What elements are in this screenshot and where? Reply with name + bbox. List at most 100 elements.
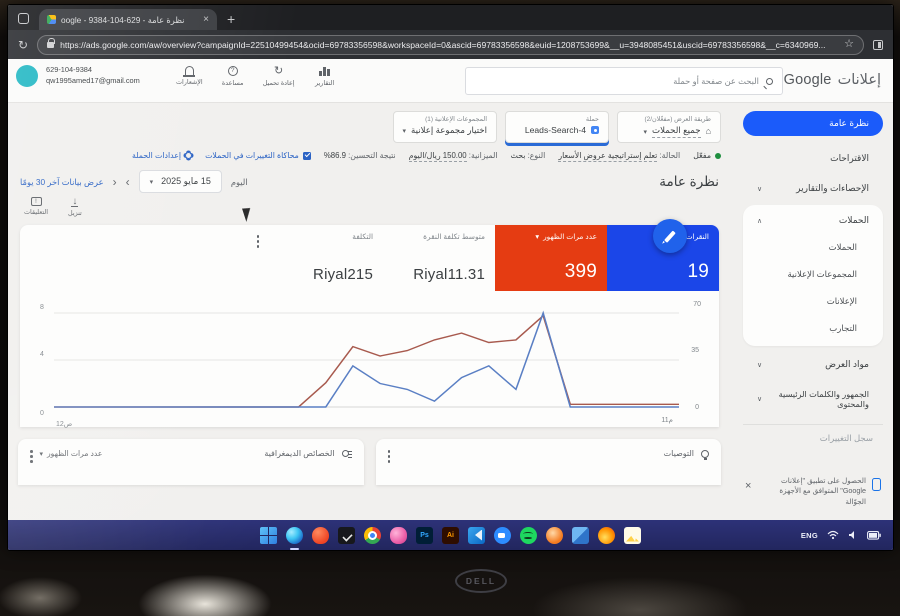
optimization-score: نتيجة التحسين: 86.9%	[323, 151, 396, 160]
chrome-icon[interactable]	[364, 526, 381, 544]
sidebar-nav: نظرة عامة الاقتراحات الإحصاءات والتقارير…	[735, 103, 893, 520]
edge-icon[interactable]	[286, 526, 303, 550]
battery-icon[interactable]	[867, 530, 881, 540]
sidebar-item-experiments[interactable]: التجارب	[829, 323, 857, 333]
close-icon[interactable]: ×	[745, 479, 752, 492]
card-menu-icon[interactable]	[30, 450, 33, 463]
date-prev-arrow[interactable]: ›	[125, 174, 130, 189]
y-right-tick: 35	[691, 347, 699, 354]
search-placeholder: البحث عن صفحة أو حملة	[673, 76, 759, 86]
download-button[interactable]: ↓ تنزيل	[67, 196, 82, 218]
recommendations-card[interactable]: التوصيات	[375, 439, 721, 485]
tab-close-icon[interactable]: ×	[203, 14, 209, 25]
caret-down-icon: ▾	[39, 450, 44, 458]
sidebar-item-change-history[interactable]: سجل التغييرات	[743, 424, 883, 446]
browser-toolbar: ↻ https://ads.google.com/aw/overview?cam…	[8, 30, 893, 59]
lock-icon	[47, 37, 56, 48]
sidebar-item-campaigns-group[interactable]: الحملات ∧	[757, 215, 869, 225]
side-panel-icon[interactable]	[873, 39, 883, 50]
x-axis-end-label: 11م	[661, 417, 673, 424]
brave-icon[interactable]	[312, 526, 329, 544]
performance-card: النقرات ▾ 19 عدد مرات الظهور ▾ 39	[20, 225, 719, 428]
refresh-icon[interactable]: ↻	[18, 37, 29, 52]
sidebar-item-adgroups[interactable]: المجموعات الإعلانية	[787, 269, 857, 279]
comments-button[interactable]: ! التعليقات	[24, 197, 48, 216]
chevron-down-icon: ∨	[757, 361, 763, 369]
simulate-changes-link[interactable]: محاكاة التغييرات في الحملات	[205, 151, 311, 160]
view-mode-select[interactable]: طريقة العرض (مفعّلان/2) ⌂ جميع الحملات ▾	[617, 111, 721, 143]
campaign-type: النوع: بحث	[510, 151, 546, 160]
dark-app-icon[interactable]	[338, 526, 355, 544]
bookmark-icon[interactable]: ☆	[844, 38, 854, 50]
account-avatar[interactable]	[16, 65, 38, 87]
notifications-button[interactable]: الإشعارات	[176, 66, 203, 87]
reload-button[interactable]: ↻ إعادة تحميل	[262, 65, 295, 88]
day-label: اليوم	[230, 176, 248, 187]
sidebar-item-overview[interactable]: نظرة عامة	[743, 111, 883, 136]
sidebar-item-audiences[interactable]: الجمهور والكلمات الرئيسية والمحتوى ∨	[757, 390, 869, 409]
windows-start-icon[interactable]	[260, 526, 277, 544]
gallery-icon[interactable]	[624, 526, 641, 544]
metric-dropdown[interactable]: عدد مرات الظهور ▾	[39, 449, 103, 458]
campaign-settings-link[interactable]: إعدادات الحملة	[132, 151, 193, 160]
reload-label: إعادة تحميل	[262, 80, 295, 87]
demographics-card[interactable]: الخصائص الديمغرافية عدد مرات الظهور ▾	[18, 439, 364, 485]
home-icon: ⌂	[705, 126, 711, 136]
sidebar-group-campaigns: الحملات ∧ الحملات المجموعات الإعلانية ال…	[743, 205, 883, 346]
impressions-value: 399	[564, 261, 597, 282]
spotify-icon[interactable]	[520, 526, 537, 544]
card-menu-icon[interactable]	[387, 450, 390, 463]
folders-icon[interactable]	[572, 526, 589, 544]
adgroup-select[interactable]: المجموعات الإعلانية (1) اختيار مجموعة إع…	[392, 111, 497, 143]
status-badge[interactable]: مفعّل	[693, 151, 721, 160]
y-left-tick: 0	[40, 410, 44, 417]
pencil-icon	[664, 229, 676, 243]
sidebar-item-ads[interactable]: الإعلانات	[826, 296, 857, 306]
stat-avg-cpc[interactable]: متوسط تكلفة النقرة Riyal11.31	[383, 225, 495, 291]
last-30-days-link[interactable]: عرض بيانات آخر 30 يومًا	[20, 176, 104, 187]
url-text[interactable]: https://ads.google.com/aw/overview?campa…	[60, 39, 826, 50]
photoshop-icon[interactable]: Ps	[416, 526, 433, 544]
sidebar-item-insights[interactable]: الإحصاءات والتقارير ∨	[757, 183, 869, 193]
sidebar-item-campaigns[interactable]: الحملات	[828, 242, 857, 252]
stat-impressions[interactable]: عدد مرات الظهور ▾ 399	[495, 225, 607, 291]
stat-cost[interactable]: التكلفة Riyal215	[271, 225, 383, 291]
language-indicator[interactable]: ENG	[800, 530, 818, 540]
sidebar-item-recommendations[interactable]: الاقتراحات	[830, 153, 869, 163]
address-bar[interactable]: https://ads.google.com/aw/overview?campa…	[37, 34, 864, 55]
card-menu-icon[interactable]	[256, 235, 259, 291]
zoom-app-icon[interactable]	[494, 526, 511, 544]
date-value: 15 مايو 2025	[161, 176, 211, 186]
search-input[interactable]: البحث عن صفحة أو حملة	[465, 67, 783, 95]
help-button[interactable]: ? مساعدة	[220, 66, 246, 87]
edit-fab-button[interactable]	[653, 219, 687, 253]
bid-strategy-status[interactable]: الحالة: تعلم إستراتيجية عروض الأسعار	[558, 151, 681, 162]
illustrator-icon[interactable]: Ai	[442, 526, 459, 544]
firefox-icon[interactable]	[598, 526, 615, 544]
notifications-label: الإشعارات	[176, 79, 203, 86]
overview-header-row: نظرة عامة اليوم 15 مايو 2025 ▾ › ‹ عرض ب…	[20, 170, 719, 193]
campaign-select[interactable]: حملة Leads-Search-4	[505, 111, 609, 143]
campaign-name: Leads-Search-4	[524, 125, 586, 135]
account-id: 629-104-9384	[46, 65, 93, 75]
orange-app-icon[interactable]	[546, 526, 563, 544]
date-picker[interactable]: 15 مايو 2025 ▾	[138, 170, 222, 193]
reports-button[interactable]: التقارير	[312, 66, 338, 87]
reload-icon: ↻	[274, 65, 284, 77]
new-tab-button[interactable]: +	[227, 11, 236, 27]
search-icon	[766, 77, 773, 85]
wifi-icon[interactable]	[827, 530, 839, 540]
tab-search-icon[interactable]	[18, 13, 29, 24]
volume-icon[interactable]	[848, 530, 858, 540]
mobile-app-promo: الحصول على تطبيق "إعلانات Google" المتوا…	[743, 470, 883, 516]
browser-tab[interactable]: oogle - 9384-104-629 - نظرة عامة ×	[39, 9, 217, 30]
account-info[interactable]: 629-104-9384 qw1995amed17@gmail.com	[16, 65, 140, 87]
campaign-status-row: مفعّل الحالة: تعلم إستراتيجية عروض الأسع…	[18, 151, 721, 162]
pink-app-icon[interactable]	[390, 526, 407, 544]
budget[interactable]: الميزانية: 150.00 ريال/اليوم	[408, 151, 498, 162]
vscode-icon[interactable]	[468, 526, 485, 544]
header-icons: الإشعارات ? مساعدة ↻ إعادة تحميل التقاري…	[176, 65, 338, 88]
date-next-arrow[interactable]: ‹	[112, 174, 117, 189]
sidebar-item-assets[interactable]: مواد العرض ∨	[757, 359, 869, 369]
